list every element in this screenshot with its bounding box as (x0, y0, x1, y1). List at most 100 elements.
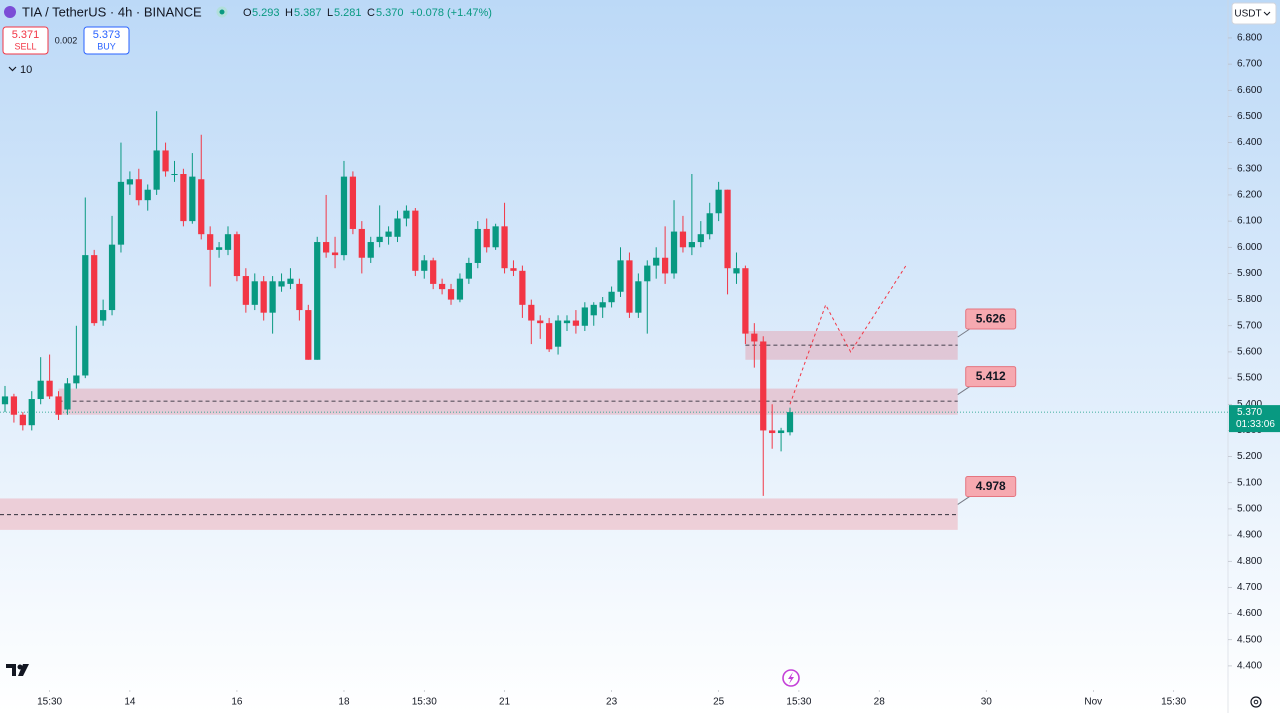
sell-box[interactable] (2, 26, 49, 55)
x-tick-label: 15:30 (786, 697, 811, 708)
candle-body (28, 399, 35, 426)
y-tick-label: 6.600 (1237, 85, 1262, 96)
candle-body (117, 181, 125, 245)
currency-label[interactable]: USDT (1234, 9, 1261, 20)
candle-body (251, 281, 258, 305)
candle-body (492, 226, 499, 248)
candle-body (82, 255, 89, 376)
candle-body (626, 260, 633, 313)
candle-body (786, 412, 794, 433)
candle-body (715, 189, 722, 214)
currency-box[interactable] (1231, 2, 1277, 25)
candle-body (171, 174, 178, 176)
y-tick-label: 6.400 (1237, 137, 1262, 148)
gear[interactable] (1250, 696, 1262, 708)
candle-body (546, 323, 553, 350)
candle-body (91, 255, 98, 324)
candle-body (144, 189, 151, 201)
candle-body (688, 242, 695, 248)
legend-value: 5.281 (334, 7, 362, 19)
candle-body (331, 252, 339, 256)
y-tick-label: 5.200 (1237, 451, 1262, 462)
candle-body (180, 174, 187, 222)
sell-label[interactable]: SELL (14, 41, 36, 51)
candle-body (733, 268, 740, 274)
tv-logo (6, 664, 29, 676)
y-tick-label: 5.900 (1237, 268, 1262, 279)
legend-change: +0.078 (+1.47%) (410, 7, 492, 19)
candle-body (447, 289, 455, 300)
candle-body (679, 231, 687, 248)
y-tick-label: 6.000 (1237, 242, 1262, 253)
candle-body (403, 210, 410, 219)
y-tick-label: 4.600 (1237, 608, 1262, 619)
candle-body (661, 257, 669, 274)
countdown-label: 01:33:06 (1236, 419, 1275, 430)
zone-label-box (965, 475, 1017, 497)
y-tick-label: 5.000 (1237, 504, 1262, 515)
buy-box[interactable] (83, 26, 130, 55)
candle-body (340, 176, 348, 256)
candle-body (572, 320, 580, 326)
y-tick-label: 6.500 (1237, 111, 1262, 122)
legend-label: C (367, 7, 375, 19)
gear-center[interactable] (1253, 699, 1259, 705)
candle-body (46, 380, 53, 397)
legend-label: O (243, 7, 252, 19)
candle-body (438, 283, 446, 290)
candle-body (305, 310, 312, 360)
buy-label[interactable]: BUY (97, 41, 116, 51)
zone-connector (957, 496, 970, 505)
candle-body (412, 210, 419, 271)
candle-body (465, 262, 472, 279)
candle-body (349, 176, 357, 229)
x-tick-label: 16 (231, 697, 243, 708)
x-tick-label: 25 (713, 697, 725, 708)
settings-icon[interactable] (1250, 696, 1262, 708)
candle-body (653, 257, 660, 266)
candle-body (189, 176, 196, 222)
candle-body (376, 236, 383, 243)
logo-part (18, 664, 29, 676)
collapse-icon[interactable] (8, 66, 17, 72)
y-tick-label: 6.100 (1237, 216, 1262, 227)
candle-body (608, 291, 615, 303)
symbol-icon (4, 6, 16, 18)
candle-body (278, 281, 285, 287)
candle-body (269, 281, 276, 313)
candle-body (296, 283, 303, 311)
zone-label: 4.978 (976, 479, 1006, 493)
candle-body (314, 242, 321, 360)
y-tick-label: 4.700 (1237, 582, 1262, 593)
candle-body (528, 304, 535, 321)
candle-body (367, 242, 374, 258)
buy-button[interactable]: 5.373 BUY (83, 26, 130, 55)
currency-button[interactable]: USDT (1231, 2, 1277, 25)
y-tick-label: 5.500 (1237, 373, 1262, 384)
candle-body (617, 260, 624, 292)
zone-connector (957, 386, 970, 395)
candle-body (421, 260, 428, 271)
lightning-icon[interactable] (782, 669, 800, 687)
candle-body (510, 268, 517, 271)
candle-body (135, 179, 142, 201)
indicator-count[interactable]: 10 (20, 64, 32, 76)
buy-price[interactable]: 5.373 (93, 29, 121, 41)
legend-label: H (285, 7, 293, 19)
candle-body (456, 278, 464, 300)
candle-body (73, 375, 80, 384)
y-tick-label: 4.500 (1237, 634, 1262, 645)
candle-body (64, 383, 71, 410)
candle-body (769, 430, 776, 434)
currency-caret[interactable] (1263, 11, 1271, 16)
y-tick-label: 6.700 (1237, 59, 1262, 70)
sell-button[interactable]: 5.371 SELL (2, 26, 49, 55)
candle-body (501, 226, 508, 269)
sell-price[interactable]: 5.371 (12, 29, 40, 41)
last-price-label: 5.370 (1237, 407, 1262, 418)
candle-body (697, 234, 704, 243)
icon-bolt[interactable] (788, 672, 794, 684)
zone-band (58, 388, 958, 415)
candle-body (55, 396, 62, 415)
